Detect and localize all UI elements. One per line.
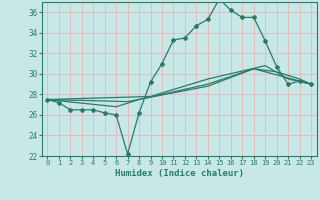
- X-axis label: Humidex (Indice chaleur): Humidex (Indice chaleur): [115, 169, 244, 178]
